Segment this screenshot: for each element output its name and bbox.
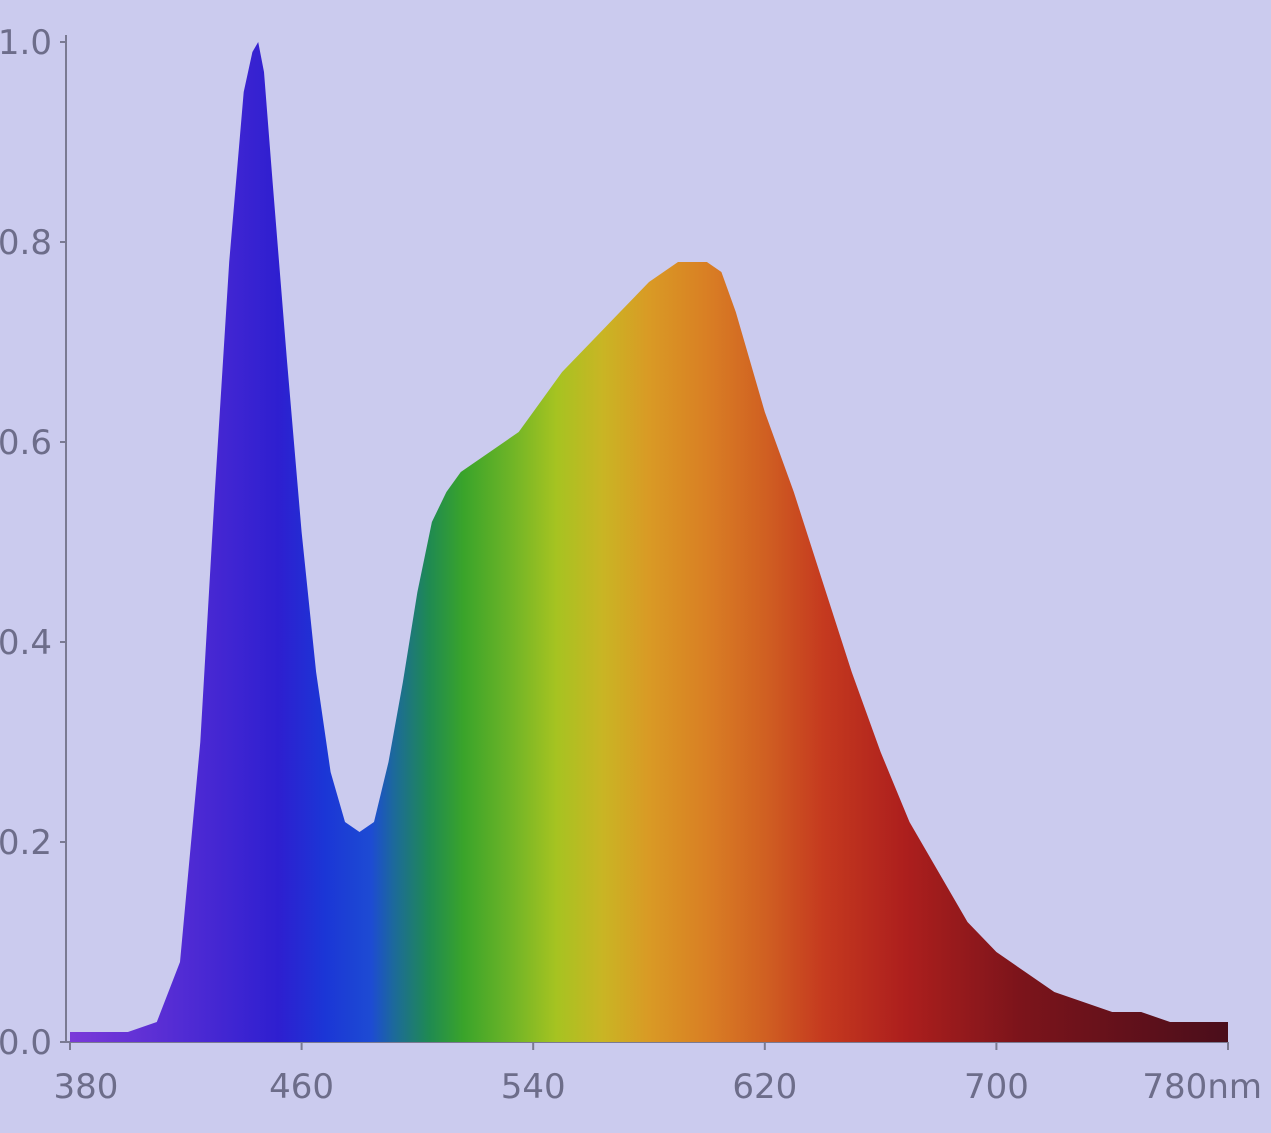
y-tick-label: 0.6 — [0, 423, 52, 463]
y-tick-label: 0.0 — [0, 1023, 52, 1063]
y-axis-ticks: 0.0 0.2 0.4 0.6 0.8 1.0 — [0, 23, 66, 1063]
y-tick-label: 1.0 — [0, 23, 52, 63]
y-tick-label: 0.2 — [0, 823, 52, 863]
x-tick-label: 540 — [501, 1067, 566, 1107]
x-tick-label: 380 — [54, 1067, 119, 1107]
x-axis-ticks: 380 460 540 620 700 780nm — [54, 1042, 1262, 1107]
x-tick-label: 780nm — [1142, 1067, 1262, 1107]
y-tick-label: 0.8 — [0, 223, 52, 263]
x-tick-label: 620 — [732, 1067, 797, 1107]
x-tick-label: 700 — [964, 1067, 1029, 1107]
x-tick-label: 460 — [269, 1067, 334, 1107]
spectrum-area — [70, 42, 1228, 1042]
y-tick-label: 0.4 — [0, 623, 52, 663]
